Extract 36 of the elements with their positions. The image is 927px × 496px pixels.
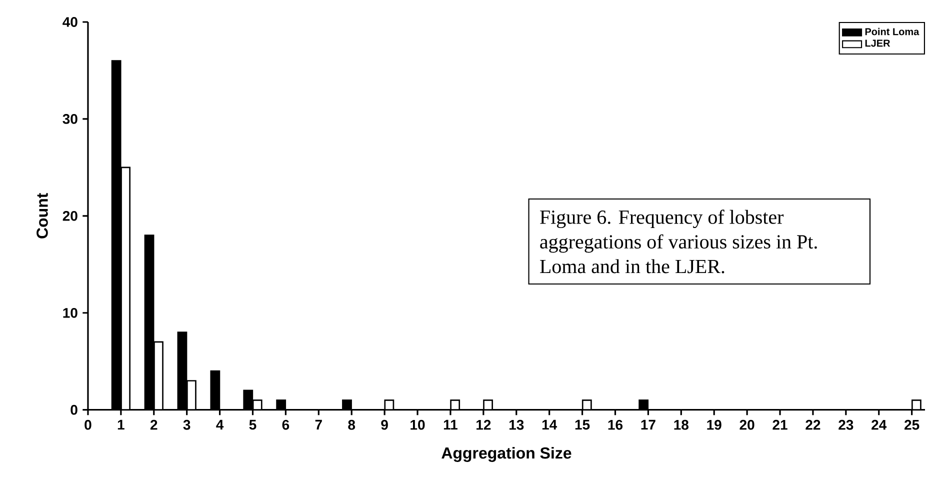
x-tick-label: 23 <box>838 420 854 430</box>
x-axis-title: Aggregation Size <box>442 447 572 462</box>
x-tick-label: 8 <box>348 420 356 430</box>
x-tick-label: 10 <box>410 420 425 430</box>
x-tick-label: 5 <box>249 420 256 430</box>
x-tick-label: 15 <box>575 420 590 430</box>
x-tick-label: 12 <box>476 420 491 430</box>
x-tick-label: 16 <box>608 420 623 430</box>
x-tick-label: 14 <box>542 420 558 430</box>
y-tick-label: 10 <box>63 308 78 318</box>
x-tick-label: 19 <box>707 420 722 430</box>
x-tick-label: 11 <box>444 420 458 430</box>
annotation: Figure 6. Frequency of lobster aggregations of various sizes in Pt. Loma and in the LJER. <box>540 210 817 274</box>
x-tick-label: 6 <box>282 420 290 430</box>
x-tick-label: 1 <box>118 420 124 430</box>
x-tick-label: 0 <box>84 420 92 430</box>
legend-label: Point Loma <box>865 28 920 36</box>
y-tick-label: 30 <box>62 114 78 124</box>
x-tick-label: 7 <box>315 420 322 430</box>
x-tick-label: 21 <box>772 420 788 430</box>
x-tick-label: 22 <box>806 420 820 430</box>
x-tick-label: 18 <box>674 420 688 430</box>
x-tick-label: 9 <box>381 420 388 430</box>
y-tick-label: 0 <box>70 404 78 415</box>
x-tick-label: 13 <box>509 420 524 430</box>
y-tick-label: 20 <box>62 211 78 221</box>
x-tick-label: 25 <box>904 420 920 430</box>
legend-label: LJER <box>865 40 890 47</box>
x-tick-label: 24 <box>872 420 887 430</box>
x-tick-label: 20 <box>740 420 754 430</box>
y-tick-label: 40 <box>62 17 78 28</box>
x-tick-label: 2 <box>150 420 158 430</box>
x-tick-label: 3 <box>183 420 190 430</box>
y-axis-title: Count <box>36 193 48 238</box>
x-tick-label: 4 <box>216 420 224 430</box>
x-tick-label: 17 <box>641 420 656 430</box>
